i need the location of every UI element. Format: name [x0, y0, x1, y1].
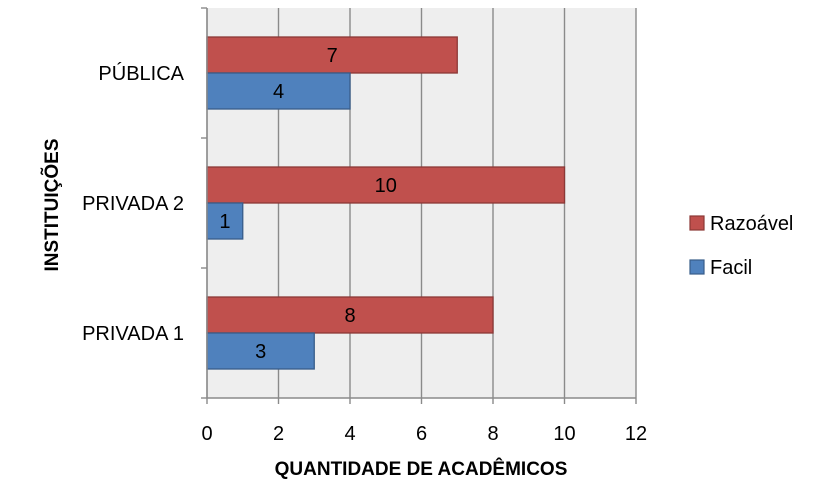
bar-razoavel	[206, 166, 566, 204]
bar-facil	[206, 202, 244, 240]
data-label: 1	[219, 211, 230, 233]
data-label: 4	[273, 81, 284, 103]
axes	[201, 7, 637, 404]
data-label: 8	[344, 305, 355, 327]
legend: Razoável Facil	[689, 213, 793, 279]
x-tick-label: 10	[553, 423, 575, 445]
data-label: 10	[375, 175, 397, 197]
bar-facil	[206, 72, 351, 110]
x-axis-title: QUANTIDADE DE ACADÊMICOS	[275, 458, 568, 480]
category-label: PRIVADA 2	[82, 193, 184, 215]
data-label: 3	[255, 341, 266, 363]
x-tick-label: 2	[273, 423, 284, 445]
x-tick-label: 0	[201, 423, 212, 445]
x-tick-label: 12	[625, 423, 647, 445]
legend-label: Facil	[710, 257, 752, 279]
x-tick-labels: 0 2 4 6 8 10 12	[201, 423, 647, 445]
bar-razoavel	[206, 36, 458, 74]
x-tick-label: 6	[416, 423, 427, 445]
legend-label: Razoável	[710, 213, 793, 235]
category-labels: PÚBLICA PRIVADA 2 PRIVADA 1	[82, 62, 185, 345]
x-tick-label: 4	[344, 423, 355, 445]
x-tick-label: 8	[487, 423, 498, 445]
category-label: PÚBLICA	[98, 62, 184, 85]
data-label: 7	[327, 45, 338, 67]
legend-swatch	[689, 259, 705, 275]
legend-swatch	[689, 215, 705, 231]
bar-razoavel	[206, 296, 494, 334]
bars: 7 4 10 1 8 3	[206, 36, 566, 370]
category-label: PRIVADA 1	[82, 323, 184, 345]
y-axis-title: INSTITUIÇÕES	[41, 138, 63, 271]
